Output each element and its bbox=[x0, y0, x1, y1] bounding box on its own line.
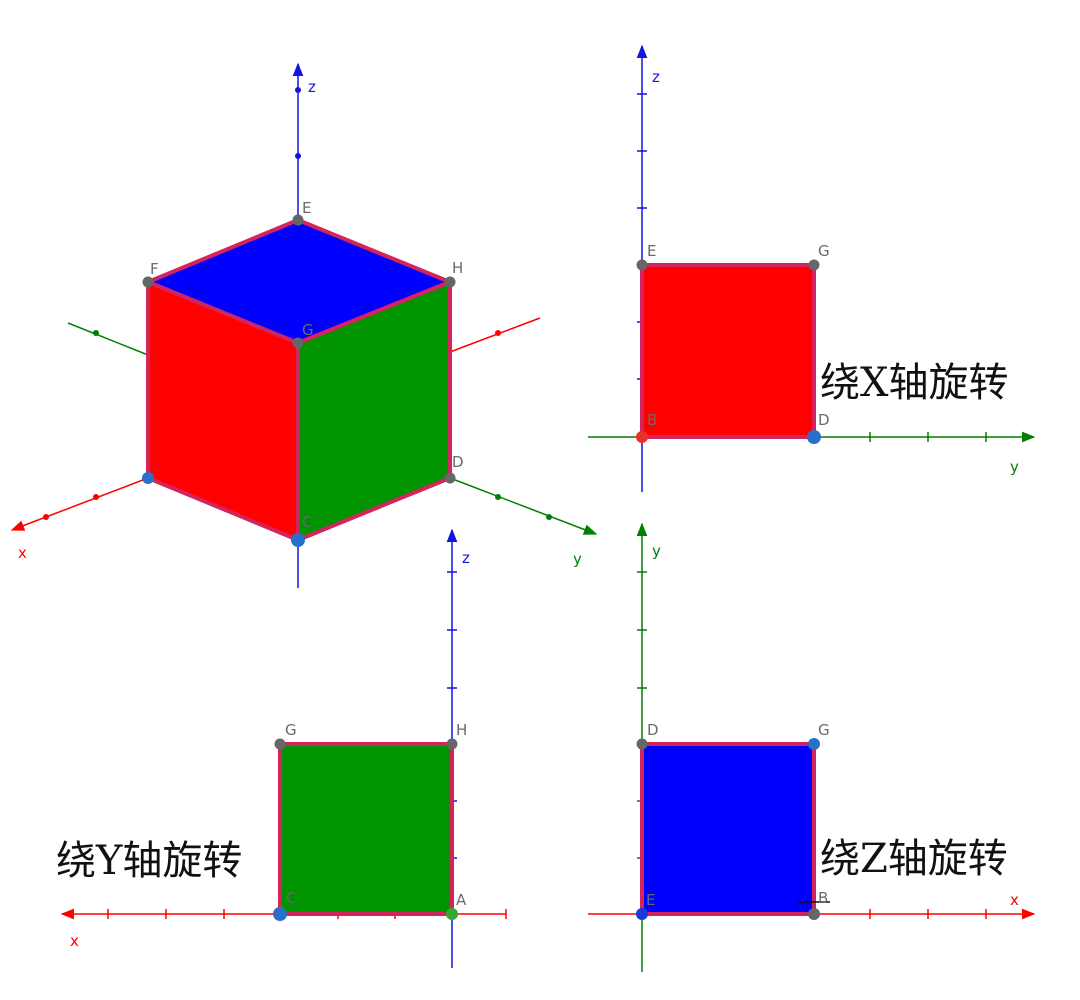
point-bottom-left-label: B bbox=[647, 411, 657, 429]
point-bottom-right-label: B bbox=[818, 889, 828, 907]
z-axis-label: z bbox=[462, 549, 470, 567]
blue-face bbox=[640, 742, 816, 916]
point-g-label: G bbox=[302, 321, 314, 339]
point-bottom-left bbox=[636, 908, 648, 920]
point-d bbox=[444, 472, 456, 484]
point-h-label: H bbox=[452, 259, 463, 277]
x-axis-tick bbox=[93, 494, 99, 500]
point-top-left-label: G bbox=[285, 721, 297, 739]
point-top-right bbox=[808, 259, 820, 271]
x-axis-label: x bbox=[70, 932, 79, 950]
point-top-right-label: G bbox=[818, 242, 830, 260]
point-bottom-left bbox=[636, 431, 648, 443]
point-top-right-label: G bbox=[818, 721, 830, 739]
z-axis-tick bbox=[295, 87, 301, 93]
x-axis-label: x bbox=[1010, 891, 1019, 909]
point-bottom-right bbox=[446, 908, 458, 920]
point-top-left-label: D bbox=[647, 721, 659, 739]
caption-rotate-y: 绕Y轴旋转 bbox=[56, 838, 242, 884]
z-axis-label: z bbox=[652, 68, 660, 86]
y-axis-label: y bbox=[1010, 458, 1019, 476]
view-z: y x D G E B 绕Z轴旋转 bbox=[588, 522, 1036, 972]
point-top-left-label: E bbox=[647, 242, 656, 260]
point-d-label: D bbox=[452, 453, 464, 471]
point-g bbox=[292, 337, 304, 349]
y-axis-tick bbox=[93, 330, 99, 336]
x-axis-tick bbox=[495, 330, 501, 336]
point-top-right-label: H bbox=[456, 721, 467, 739]
caption-rotate-z: 绕Z轴旋转 bbox=[820, 836, 1008, 882]
green-face bbox=[278, 742, 454, 916]
point-bottom-left bbox=[273, 907, 287, 921]
view-y: z x G H C A 绕Y轴旋转 bbox=[56, 528, 507, 968]
point-top-right bbox=[808, 738, 820, 750]
point-c-label: C bbox=[302, 513, 312, 531]
y-axis-front bbox=[449, 477, 598, 535]
point-top-right bbox=[446, 738, 458, 750]
caption-rotate-x: 绕X轴旋转 bbox=[820, 360, 1008, 406]
y-axis-tick bbox=[495, 494, 501, 500]
z-axis-label: z bbox=[308, 78, 316, 96]
point-c bbox=[291, 533, 305, 547]
point-e bbox=[292, 214, 304, 226]
x-axis-back bbox=[449, 317, 541, 353]
point-bottom-left-label: C bbox=[286, 889, 296, 907]
red-face bbox=[640, 263, 816, 439]
point-e-label: E bbox=[302, 199, 311, 217]
y-axis-back bbox=[67, 322, 149, 356]
y-axis-tick bbox=[546, 514, 552, 520]
point-f-label: F bbox=[150, 260, 159, 278]
view-x: z y E G B D 绕X轴旋转 bbox=[588, 44, 1036, 492]
point-f bbox=[142, 276, 154, 288]
point-bottom-right-label: D bbox=[818, 411, 830, 429]
x-axis-label: x bbox=[18, 544, 27, 562]
point-bottom-right bbox=[807, 430, 821, 444]
y-axis-label: y bbox=[573, 550, 582, 568]
z-axis-tick bbox=[295, 153, 301, 159]
x-axis-front bbox=[10, 477, 149, 531]
point-bottom-right-label: A bbox=[456, 891, 467, 909]
y-axis-label: y bbox=[652, 542, 661, 560]
point-bottom-left-label: E bbox=[646, 891, 655, 909]
point-top-left bbox=[636, 259, 648, 271]
x-axis-tick bbox=[43, 514, 49, 520]
point-left-bottom bbox=[142, 472, 154, 484]
point-top-left bbox=[636, 738, 648, 750]
point-bottom-right bbox=[808, 908, 820, 920]
cube-view: z x y E F H G D C bbox=[10, 62, 598, 588]
point-top-left bbox=[274, 738, 286, 750]
point-h bbox=[444, 276, 456, 288]
